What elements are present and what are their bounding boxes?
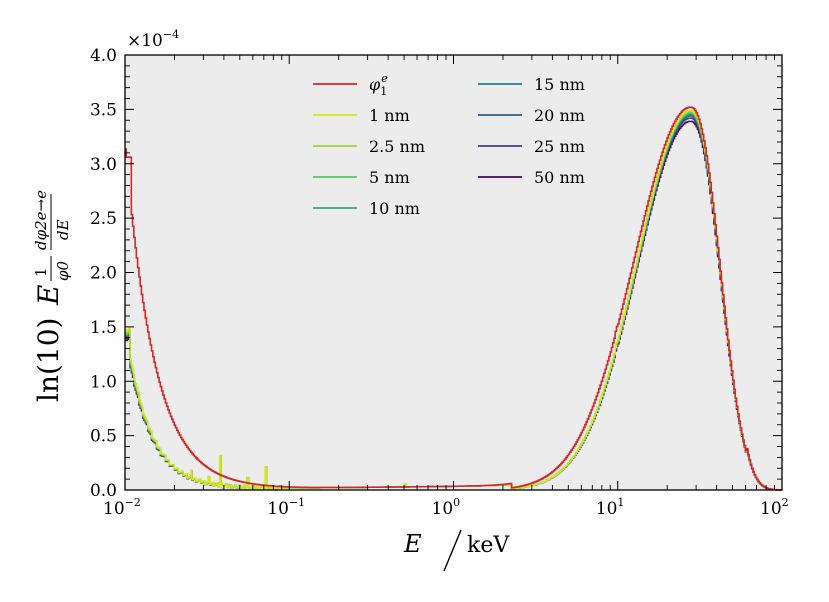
legend-label: 5 nm [369,168,410,187]
svg-text:dφ2e→e: dφ2e→e [32,190,50,250]
legend-label: 2.5 nm [369,137,425,156]
y-multiplier: ×10−4 [127,28,179,51]
svg-text:E: E [403,530,422,558]
x-tick-label: 101 [596,496,625,519]
y-tick-label: 3.0 [90,155,117,175]
svg-text:φ0: φ0 [54,260,72,281]
x-tick-label: 10−1 [267,496,305,519]
y-axis-label: ln(10) E 1 φ0 dφ2e→e dE [32,190,72,402]
svg-text:E: E [32,285,65,306]
svg-text:dE: dE [54,219,72,240]
legend-label: 15 nm [534,75,585,94]
x-tick-label: 102 [760,496,789,519]
legend: φ1e 1 nm 2.5 nm 5 nm 10 nm 15 nm 20 nm 25 nm 50 … [313,72,585,218]
y-tick-label: 2.5 [90,209,117,229]
legend-label: 20 nm [534,106,585,125]
ticks-layer: 10−2 10−1 100 101 102 0.0 0.5 1.0 1.5 2.0 2.5 3.0 3.… [90,46,789,519]
legend-label: 10 nm [369,199,420,218]
series-line--1e [125,106,783,491]
svg-text:1: 1 [32,267,50,277]
legend-label: φ1e [369,72,388,98]
legend-label: 25 nm [534,137,585,156]
y-tick-label: 4.0 [90,46,117,66]
series-layer [125,106,783,491]
legend-label: 50 nm [534,168,585,187]
y-tick-label: 1.5 [90,318,117,338]
y-tick-label: 0.5 [90,427,117,447]
x-tick-label: 10−2 [103,496,141,519]
x-tick-label: 100 [432,496,461,519]
y-tick-label: 2.0 [90,264,117,284]
svg-text:keV: keV [467,533,510,558]
x-axis-label: E keV [403,529,510,572]
y-tick-label: 0.0 [90,481,117,501]
y-tick-label: 3.5 [90,100,117,120]
y-tick-label: 1.0 [90,372,117,392]
legend-label: 1 nm [369,106,410,125]
svg-text:ln(10): ln(10) [32,318,65,402]
